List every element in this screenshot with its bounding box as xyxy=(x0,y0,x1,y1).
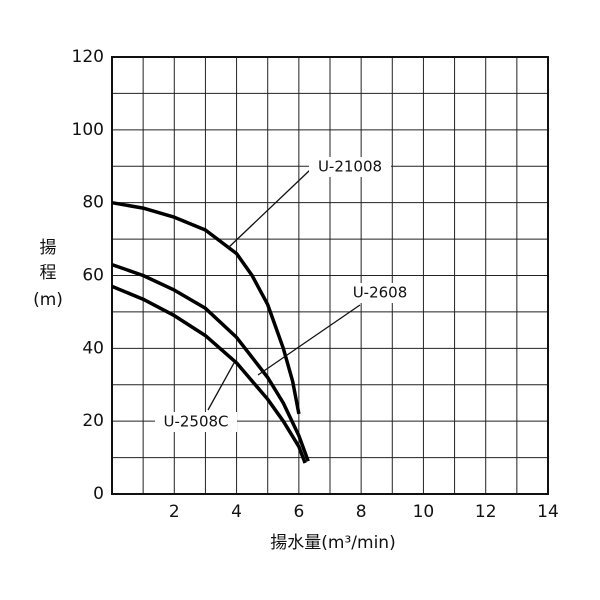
x-tick-label: 6 xyxy=(293,502,304,522)
y-tick-label: 40 xyxy=(82,338,104,358)
x-tick-label: 10 xyxy=(413,502,435,522)
leader-line xyxy=(257,304,361,376)
x-tick-label: 8 xyxy=(356,502,367,522)
y-tick-label: 60 xyxy=(82,266,104,286)
y-axis-label: 揚 xyxy=(40,238,57,258)
y-tick-label: 0 xyxy=(93,484,104,504)
y-tick-label: 100 xyxy=(72,120,104,140)
curve xyxy=(111,284,307,464)
x-tick-label: 2 xyxy=(169,502,180,522)
legend-label: U-21008 xyxy=(318,158,382,176)
plot-frame xyxy=(111,56,549,495)
x-tick-label: 4 xyxy=(231,502,242,522)
y-axis-label: 程 xyxy=(40,263,57,283)
legend-label: U-2608 xyxy=(353,284,408,302)
x-axis-label: 揚水量(m³/min) xyxy=(270,533,395,553)
curve xyxy=(111,262,310,462)
legend-label: U-2508C xyxy=(163,413,228,431)
label-bg xyxy=(155,412,237,432)
y-tick-label: 120 xyxy=(72,47,104,67)
leader-line xyxy=(227,169,311,249)
y-axis-label: (m) xyxy=(33,290,63,310)
x-tick-label: 12 xyxy=(475,502,497,522)
curve xyxy=(111,200,301,415)
y-tick-label: 80 xyxy=(82,193,104,213)
leader-line xyxy=(207,362,235,411)
y-tick-label: 20 xyxy=(82,411,104,431)
label-bg xyxy=(345,283,415,303)
label-bg xyxy=(309,157,391,177)
x-tick-label: 14 xyxy=(537,502,559,522)
